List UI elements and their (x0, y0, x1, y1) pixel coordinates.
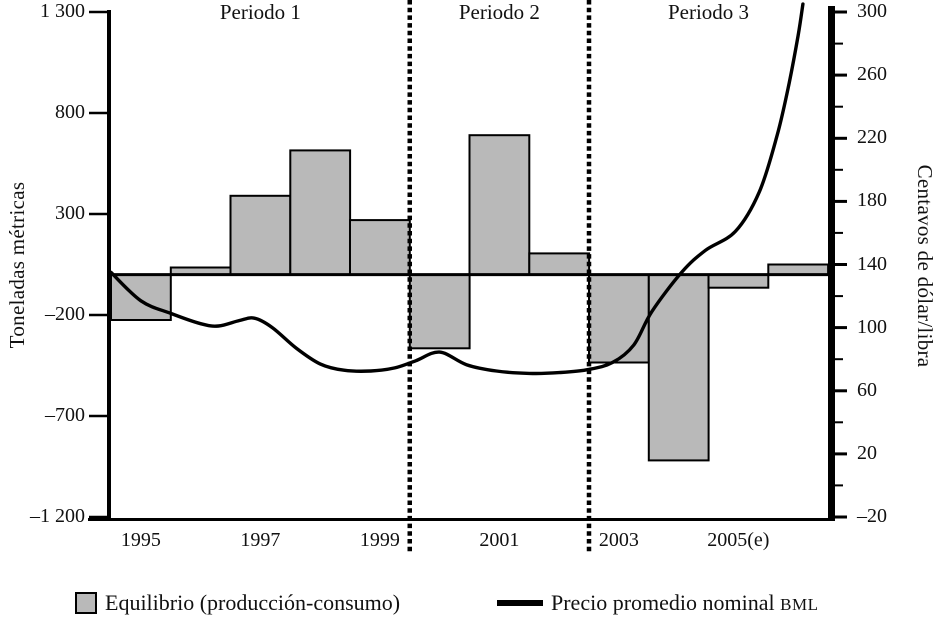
bar-1997 (229, 194, 292, 276)
period-label: Periodo 1 (219, 0, 301, 24)
precio-line-swatch-icon (497, 600, 543, 606)
legend-precio-label-main: Precio promedio nominal (551, 590, 775, 615)
bar-2004 (647, 273, 710, 462)
left-axis-tick-label: –200 (45, 303, 85, 325)
bar-2000 (408, 273, 471, 350)
legend-precio-label: Precio promedio nominal BML (551, 590, 818, 616)
left-axis-title: Toneladas métricas (5, 181, 29, 349)
left-axis-tick-label: –700 (45, 404, 85, 426)
right-axis-tick-label: 300 (857, 0, 887, 22)
right-axis-tick-label: 220 (857, 126, 887, 149)
right-axis-tick-label: 100 (857, 315, 887, 338)
bar-1999 (349, 219, 411, 276)
x-axis-year-label: 1997 (240, 529, 281, 551)
x-axis-year-label: 2003 (598, 529, 639, 551)
left-axis-tick-label: 1 300 (40, 0, 85, 22)
legend-equilibrio-label: Equilibrio (producción-consumo) (105, 590, 401, 615)
right-axis-tick-label: 260 (857, 63, 887, 86)
bar-1998 (289, 149, 352, 276)
bar-2002 (528, 252, 591, 276)
right-axis-tick-label: 60 (857, 378, 877, 401)
left-axis-tick-label: 800 (55, 101, 85, 123)
period-label: Periodo 3 (667, 0, 750, 24)
bar-2005 (707, 273, 770, 289)
left-axis-tick-label: –1 200 (30, 505, 85, 527)
x-axis-year-label: 2001 (479, 529, 520, 551)
right-axis-title: Centavos de dólar/libra (913, 164, 937, 368)
right-axis-tick-label: –20 (857, 505, 887, 527)
legend-precio-acronym: BML (780, 595, 819, 614)
right-axis-tick-label: 140 (857, 252, 887, 275)
x-axis-year-label: 1999 (359, 529, 400, 551)
bar-2001 (468, 134, 531, 276)
equilibrio-swatch-icon (75, 592, 97, 614)
period-label: Periodo 2 (458, 0, 540, 24)
x-axis-year-label: 1995 (120, 529, 161, 551)
right-axis-tick-label: 20 (857, 441, 877, 464)
x-axis-year-label: 2005(e) (707, 529, 770, 551)
bar-2006 (767, 263, 830, 276)
bar-2003 (588, 273, 650, 364)
left-axis-tick-label: 300 (55, 202, 85, 224)
price-line (109, 2, 805, 376)
right-axis-tick-label: 180 (857, 189, 887, 212)
